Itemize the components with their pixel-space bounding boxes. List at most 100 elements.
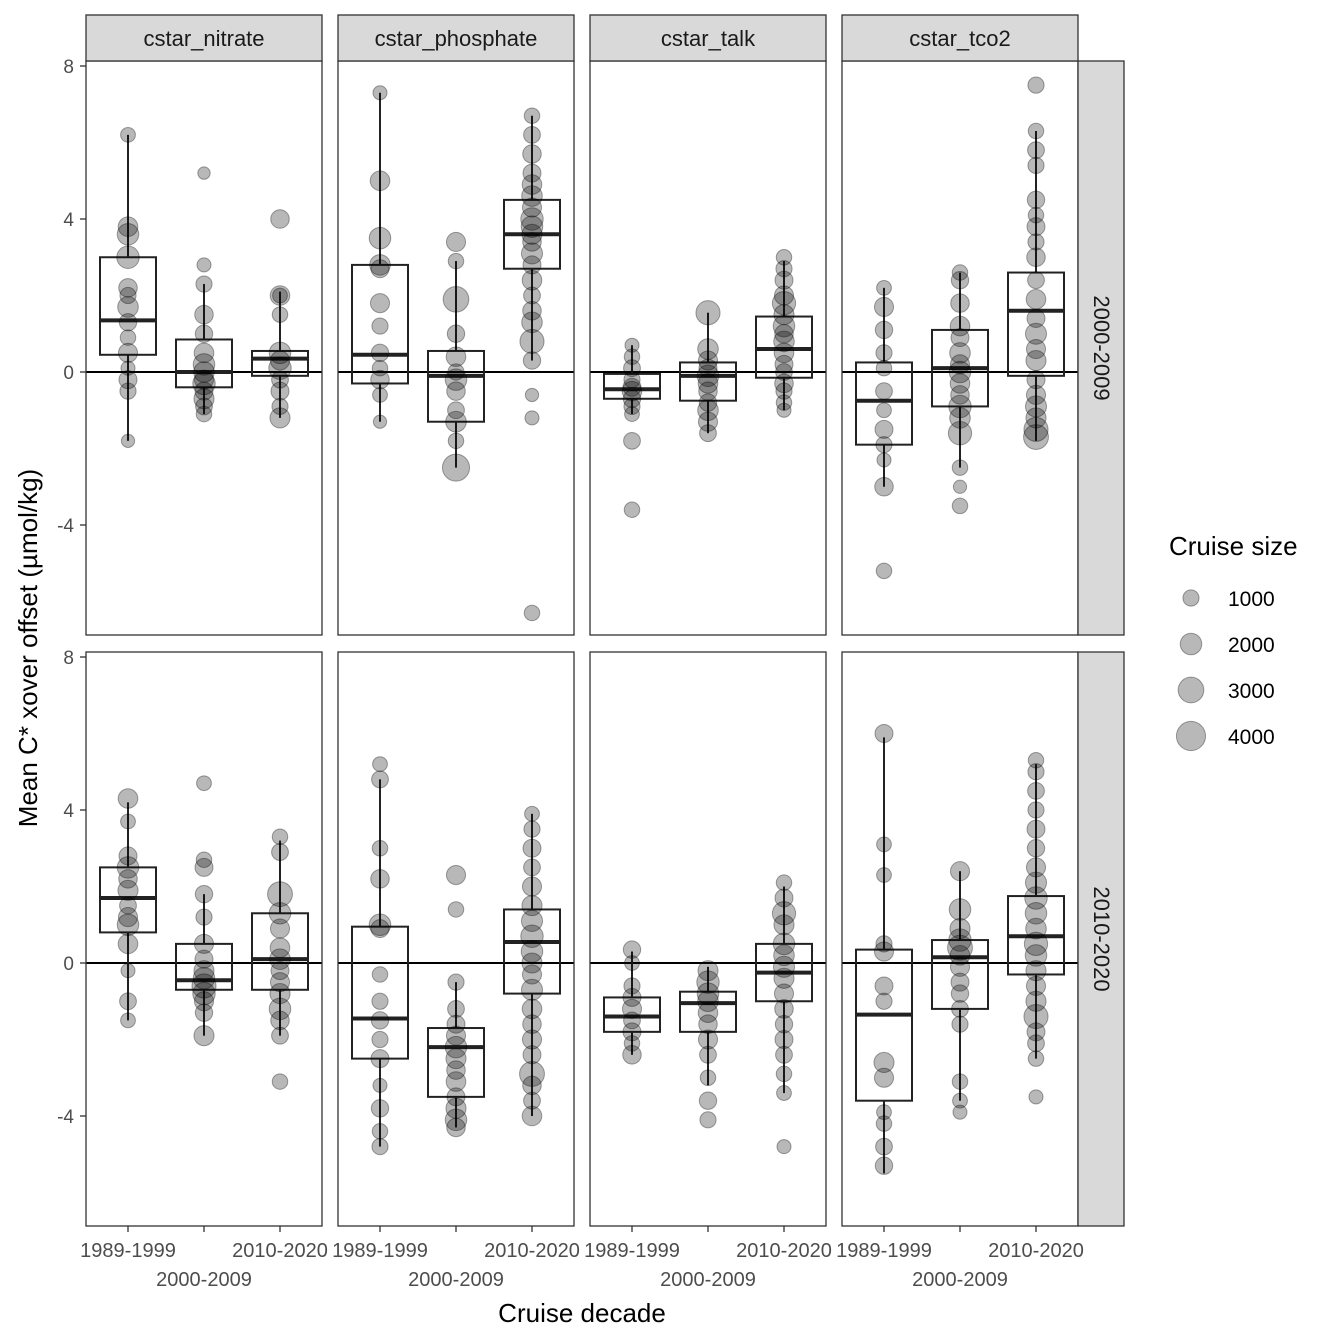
data-point <box>520 924 544 948</box>
data-point <box>372 414 388 429</box>
data-point <box>523 820 541 838</box>
data-point <box>775 874 793 891</box>
data-point <box>875 359 893 377</box>
data-point <box>876 279 892 296</box>
data-point <box>118 313 138 332</box>
data-point <box>876 836 892 853</box>
legend-label: 4000 <box>1228 726 1275 749</box>
data-point <box>624 406 640 422</box>
data-point <box>623 348 641 365</box>
data-point <box>698 381 718 401</box>
data-point <box>523 286 541 305</box>
data-point <box>772 955 796 978</box>
data-point <box>524 410 540 426</box>
data-point <box>1025 407 1047 429</box>
data-point <box>445 864 467 886</box>
data-point <box>876 867 892 883</box>
data-point <box>949 354 971 375</box>
data-point <box>771 901 797 926</box>
strip-cstar_talk: cstar_talk <box>589 14 827 62</box>
row-strip-label: 2010-2020 <box>1089 886 1114 991</box>
data-point <box>875 1115 893 1132</box>
data-point <box>873 941 895 962</box>
data-point <box>697 960 719 982</box>
data-point <box>116 245 140 269</box>
data-point <box>952 1092 968 1109</box>
data-point <box>1025 289 1047 310</box>
x-axis-title: Cruise decade <box>498 1298 666 1328</box>
box-iqr <box>503 908 561 995</box>
data-point <box>775 260 793 278</box>
boxplot-1989-1999 <box>603 337 661 518</box>
data-point <box>370 1049 390 1069</box>
data-point <box>949 407 971 429</box>
data-point <box>520 978 544 1001</box>
data-point <box>118 846 138 866</box>
data-point <box>949 945 971 966</box>
boxplot-2000-2009 <box>679 300 737 443</box>
data-point <box>193 960 215 982</box>
x-tick-label: 2000-2009 <box>408 1269 504 1291</box>
data-point <box>1026 247 1046 268</box>
panel-cstar_phosphate-2010-2020 <box>337 651 575 1227</box>
data-point <box>949 956 971 977</box>
box-iqr <box>175 942 233 991</box>
data-point <box>119 992 137 1011</box>
boxplot-2010-2020 <box>755 249 813 418</box>
data-point <box>519 1060 545 1087</box>
box-iqr <box>351 263 409 385</box>
data-point <box>1027 141 1045 160</box>
panel-cstar_talk-2000-2009 <box>589 60 827 636</box>
data-point <box>523 107 541 124</box>
y-tick-label: 8 <box>63 57 74 78</box>
data-point <box>118 869 138 889</box>
data-point <box>622 377 642 397</box>
boxplot-2000-2009 <box>175 166 233 423</box>
strip-label: cstar_talk <box>661 26 756 51</box>
data-point <box>521 185 543 207</box>
legend-key-1000: 1000 <box>1182 588 1275 611</box>
data-point <box>447 901 465 918</box>
panel-cstar_phosphate-2000-2009 <box>337 60 575 636</box>
data-point <box>195 397 213 416</box>
data-point <box>1026 819 1046 839</box>
box-iqr <box>1007 271 1065 377</box>
data-point <box>696 364 720 388</box>
data-point <box>521 998 543 1020</box>
data-point <box>1028 1089 1044 1105</box>
data-point <box>523 604 541 622</box>
data-point <box>875 562 893 580</box>
box-iqr <box>679 990 737 1033</box>
data-point <box>370 259 390 279</box>
legend-key-3000: 3000 <box>1177 676 1275 704</box>
data-point <box>874 476 894 497</box>
data-point <box>950 328 970 348</box>
data-point <box>445 346 467 368</box>
y-tick-label: 4 <box>63 210 74 231</box>
data-point <box>775 1065 793 1083</box>
legend-key-4000: 4000 <box>1175 720 1275 752</box>
data-point <box>120 1012 136 1029</box>
data-point <box>447 432 465 450</box>
data-point <box>270 1010 290 1031</box>
data-point <box>521 269 543 291</box>
data-point <box>271 370 289 389</box>
facet-strips: cstar_nitrate cstar_phosphate cstar_talk cs… <box>85 14 1125 1227</box>
data-point <box>116 223 140 246</box>
data-point <box>520 940 544 963</box>
data-point <box>447 1000 465 1018</box>
boxplot-2010-2020 <box>251 209 309 429</box>
y-axis-title: Mean C* xover offset (µmol/kg) <box>13 469 43 827</box>
data-point <box>120 126 136 143</box>
data-point <box>521 311 543 334</box>
boxplot-2000-2009 <box>931 264 989 515</box>
data-point <box>119 382 137 400</box>
data-point <box>371 317 389 335</box>
data-point <box>1024 871 1048 894</box>
data-point <box>120 433 136 448</box>
data-point <box>269 285 291 306</box>
data-point <box>1027 156 1045 175</box>
x-tick-label: 2010-2020 <box>988 1240 1084 1262</box>
data-point <box>951 459 969 476</box>
strip-background <box>841 14 1079 62</box>
